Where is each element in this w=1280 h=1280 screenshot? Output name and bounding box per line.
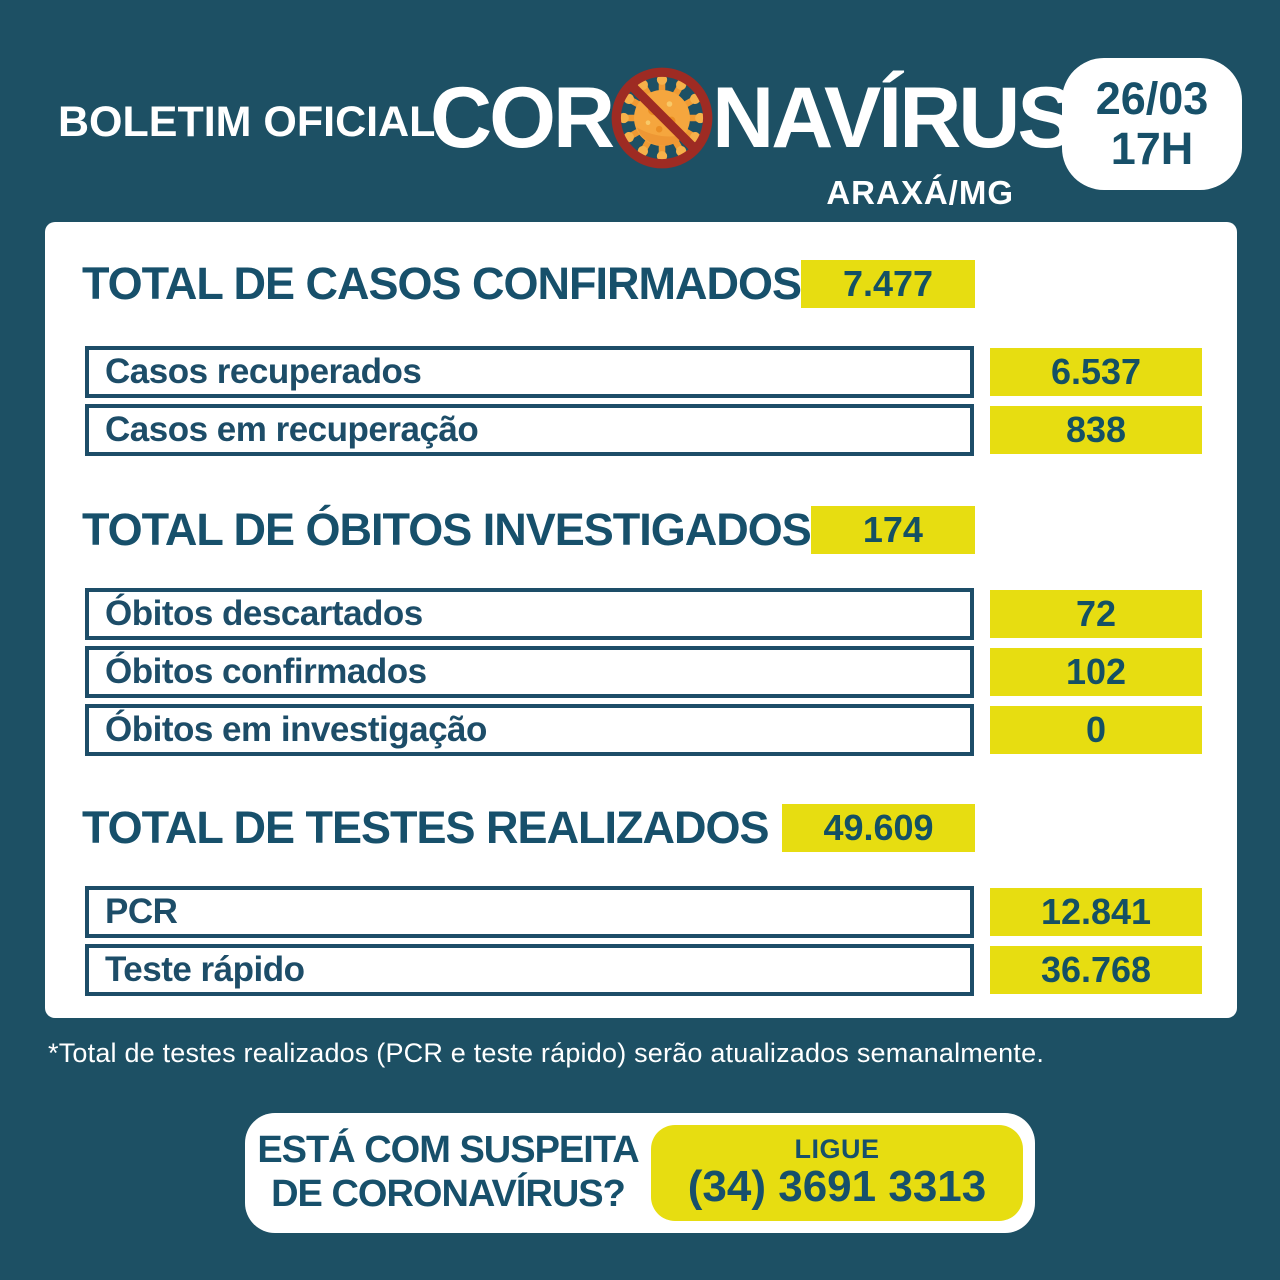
table-row: Óbitos descartados 72 — [85, 588, 1202, 640]
section-deaths-header: TOTAL DE ÓBITOS INVESTIGADOS 174 — [82, 502, 975, 558]
row-in-recovery-value-badge: 838 — [990, 406, 1202, 454]
row-deaths-discarded-label-box: Óbitos descartados — [85, 588, 974, 640]
title-block: COR — [430, 62, 1075, 212]
cta-phone-box: LIGUE (34) 3691 3313 — [651, 1125, 1023, 1221]
section-confirmed-title: TOTAL DE CASOS CONFIRMADOS — [82, 258, 802, 309]
section-tests-header: TOTAL DE TESTES REALIZADOS 49.609 — [82, 800, 975, 856]
table-row: Teste rápido 36.768 — [85, 944, 1202, 996]
table-row: Casos em recuperação 838 — [85, 404, 1202, 456]
section-confirmed-rows: Casos recuperados 6.537 Casos em recuper… — [85, 346, 1202, 456]
section-deaths-rows: Óbitos descartados 72 Óbitos confirmados… — [85, 588, 1202, 756]
city-subtitle: ARAXÁ/MG — [826, 174, 1014, 211]
row-recovered-label-box: Casos recuperados — [85, 346, 974, 398]
footnote: *Total de testes realizados (PCR e teste… — [48, 1038, 1045, 1068]
row-label: Casos em recuperação — [105, 410, 479, 449]
table-row: Óbitos em investigação 0 — [85, 704, 1202, 756]
row-label: Teste rápido — [105, 950, 305, 989]
table-row: Casos recuperados 6.537 — [85, 346, 1202, 398]
row-label: PCR — [105, 892, 178, 931]
section-deaths-title: TOTAL DE ÓBITOS INVESTIGADOS — [82, 504, 812, 555]
bulletin-time: 17H — [1110, 123, 1194, 174]
row-rapid-test-value-badge: 36.768 — [990, 946, 1202, 994]
row-label: Óbitos confirmados — [105, 652, 427, 691]
cta-call-label: LIGUE — [794, 1133, 880, 1164]
cta-box: ESTÁ COM SUSPEITA DE CORONAVÍRUS? LIGUE … — [245, 1113, 1035, 1233]
row-rapid-test-label-box: Teste rápido — [85, 944, 974, 996]
data-card: TOTAL DE CASOS CONFIRMADOS 7.477 Casos r… — [45, 222, 1237, 1018]
section-confirmed-total-badge: 7.477 — [801, 260, 975, 308]
row-deaths-confirmed-value-badge: 102 — [990, 648, 1202, 696]
row-label: Casos recuperados — [105, 352, 422, 391]
row-label: Óbitos em investigação — [105, 710, 487, 749]
cta-question-line1: ESTÁ COM SUSPEITA — [257, 1129, 639, 1172]
bulletin-date: 26/03 — [1095, 72, 1209, 124]
section-tests-total-badge: 49.609 — [782, 804, 975, 852]
row-pcr-value-badge: 12.841 — [990, 888, 1202, 936]
row-deaths-investigating-value-badge: 0 — [990, 706, 1202, 754]
title-part1: COR — [430, 70, 615, 166]
table-row: PCR 12.841 — [85, 886, 1202, 938]
section-confirmed-header: TOTAL DE CASOS CONFIRMADOS 7.477 — [82, 256, 975, 312]
section-tests-title: TOTAL DE TESTES REALIZADOS — [82, 802, 770, 853]
table-row: Óbitos confirmados 102 — [85, 646, 1202, 698]
date-time-box: 26/03 17H — [1062, 58, 1242, 190]
row-in-recovery-label-box: Casos em recuperação — [85, 404, 974, 456]
section-deaths-total-badge: 174 — [810, 506, 975, 554]
row-recovered-value-badge: 6.537 — [990, 348, 1202, 396]
row-pcr-label-box: PCR — [85, 886, 974, 938]
virus-prohibited-icon — [611, 67, 713, 169]
pre-title: BOLETIM OFICIAL — [58, 98, 436, 146]
cta-phone-number: (34) 3691 3313 — [687, 1161, 987, 1211]
title-part2: NAVÍRUS — [712, 70, 1075, 166]
cta-question: ESTÁ COM SUSPEITA DE CORONAVÍRUS? — [245, 1129, 651, 1216]
section-tests-rows: PCR 12.841 Teste rápido 36.768 — [85, 886, 1202, 996]
row-deaths-investigating-label-box: Óbitos em investigação — [85, 704, 974, 756]
row-deaths-discarded-value-badge: 72 — [990, 590, 1202, 638]
row-deaths-confirmed-label-box: Óbitos confirmados — [85, 646, 974, 698]
row-label: Óbitos descartados — [105, 594, 423, 633]
cta-question-line2: DE CORONAVÍRUS? — [271, 1173, 626, 1215]
page-title: COR — [430, 62, 1075, 174]
